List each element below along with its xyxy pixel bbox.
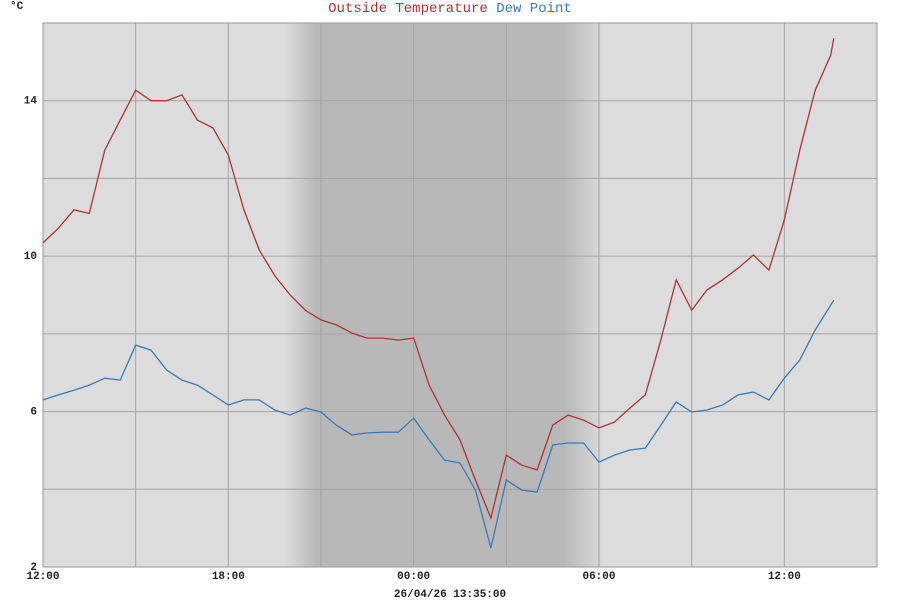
y-tick-label: 2 — [30, 562, 37, 574]
y-tick-label: 6 — [30, 406, 37, 418]
y-axis-label: °C — [10, 1, 24, 13]
y-tick-label: 14 — [24, 96, 38, 108]
x-tick-label: 00:00 — [397, 571, 430, 583]
line-series — [42, 299, 835, 549]
plot-border — [42, 22, 878, 568]
x-tick-label: 12:00 — [768, 571, 801, 583]
x-tick-label: 18:00 — [212, 571, 245, 583]
legend-entry: Dew Point — [496, 1, 572, 17]
y-tick-label: 10 — [24, 251, 37, 263]
x-tick-label: 12:00 — [26, 571, 59, 583]
legend: Outside Temperature Dew Point — [328, 1, 572, 17]
x-axis-label: 26/04/26 13:35:00 — [394, 589, 506, 600]
night-shading — [285, 23, 605, 567]
x-tick-label: 06:00 — [582, 571, 615, 583]
legend-entry: Outside Temperature — [328, 1, 488, 17]
line-series — [42, 38, 835, 521]
